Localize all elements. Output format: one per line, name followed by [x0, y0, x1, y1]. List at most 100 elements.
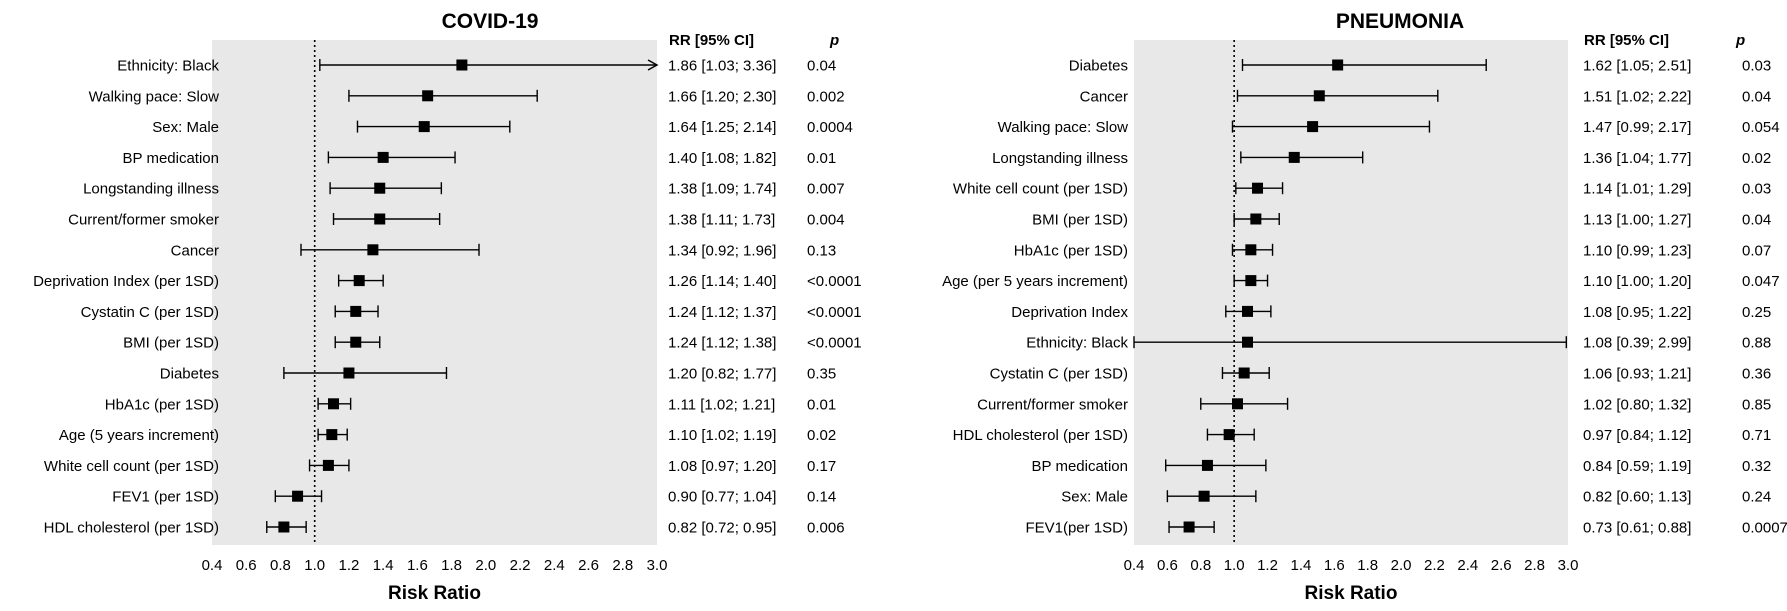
point-estimate-marker	[350, 305, 362, 317]
rr-ci-value: 1.34 [0.92; 1.96]	[668, 242, 776, 259]
point-estimate-marker	[1307, 121, 1319, 133]
point-estimate-marker	[1198, 490, 1210, 502]
rr-ci-value: 1.08 [0.97; 1.20]	[668, 458, 776, 475]
rr-ci-value: 1.10 [1.00; 1.20]	[1583, 273, 1691, 290]
x-tick-label: 2.4	[1457, 557, 1478, 574]
row-label: HDL cholesterol (per 1SD)	[44, 520, 219, 537]
row-label: Age (5 years increment)	[59, 427, 219, 444]
p-value: 0.07	[1742, 242, 1771, 259]
rr-ci-value: 1.14 [1.01; 1.29]	[1583, 181, 1691, 198]
chart-title: COVID-19	[442, 10, 539, 33]
x-axis-label: Risk Ratio	[388, 583, 481, 604]
rr-ci-value: 1.11 [1.02; 1.21]	[668, 396, 775, 413]
x-tick-label: 1.6	[1324, 557, 1345, 574]
x-tick-label: 0.6	[236, 557, 257, 574]
x-tick-label: 3.0	[647, 557, 668, 574]
row-label: Cystatin C (per 1SD)	[990, 366, 1128, 383]
p-value: 0.88	[1742, 335, 1771, 352]
p-value: 0.13	[807, 242, 836, 259]
plot-background	[1134, 40, 1568, 545]
p-value: 0.054	[1742, 119, 1780, 136]
rr-ci-value: 0.82 [0.72; 0.95]	[668, 520, 776, 537]
x-tick-label: 0.8	[270, 557, 291, 574]
row-label: BP medication	[1032, 458, 1128, 475]
p-value: 0.24	[1742, 489, 1771, 506]
p-value: 0.006	[807, 520, 845, 537]
p-value: 0.01	[807, 396, 836, 413]
row-label: Age (per 5 years increment)	[942, 273, 1128, 290]
row-label: BMI (per 1SD)	[123, 335, 219, 352]
rr-ci-value: 1.24 [1.12; 1.37]	[668, 304, 776, 321]
row-label: HbA1c (per 1SD)	[105, 396, 219, 413]
point-estimate-marker	[1231, 398, 1243, 410]
row-label: Ethnicity: Black	[1026, 335, 1128, 352]
row-label: Ethnicity: Black	[117, 58, 219, 75]
x-tick-label: 0.8	[1190, 557, 1211, 574]
row-label: FEV1(per 1SD)	[1025, 520, 1128, 537]
row-label: Diabetes	[160, 366, 219, 383]
row-label: Walking pace: Slow	[998, 119, 1129, 136]
point-estimate-marker	[1183, 521, 1195, 533]
x-tick-label: 3.0	[1558, 557, 1579, 574]
x-tick-label: 1.4	[373, 557, 394, 574]
row-label: Current/former smoker	[68, 212, 219, 229]
rr-ci-value: 1.02 [0.80; 1.32]	[1583, 396, 1691, 413]
x-tick-label: 2.4	[544, 557, 565, 574]
rr-ci-value: 1.13 [1.00; 1.27]	[1583, 212, 1691, 229]
row-label: BP medication	[123, 150, 219, 167]
p-value: 0.02	[1742, 150, 1771, 167]
x-tick-label: 1.8	[441, 557, 462, 574]
rr-ci-value: 1.20 [0.82; 1.77]	[668, 366, 776, 383]
point-estimate-marker	[367, 244, 379, 256]
point-estimate-marker	[1238, 367, 1250, 379]
point-estimate-marker	[322, 459, 334, 471]
x-tick-label: 1.0	[1224, 557, 1245, 574]
rr-ci-value: 1.38 [1.11; 1.73]	[668, 212, 775, 229]
row-label: FEV1 (per 1SD)	[112, 489, 219, 506]
point-estimate-marker	[328, 398, 340, 410]
row-label: White cell count (per 1SD)	[953, 181, 1128, 198]
point-estimate-marker	[1332, 59, 1344, 71]
rr-ci-value: 1.36 [1.04; 1.77]	[1583, 150, 1691, 167]
point-estimate-marker	[374, 213, 386, 225]
x-tick-label: 2.8	[612, 557, 633, 574]
p-value: 0.25	[1742, 304, 1771, 321]
p-value: 0.03	[1742, 181, 1771, 198]
point-estimate-marker	[1245, 275, 1257, 287]
point-estimate-marker	[1245, 244, 1257, 256]
p-value: 0.71	[1742, 427, 1771, 444]
x-tick-label: 0.4	[202, 557, 223, 574]
rr-ci-value: 1.66 [1.20; 2.30]	[668, 88, 776, 105]
p-value-header: p	[829, 32, 839, 49]
rr-ci-value: 0.97 [0.84; 1.12]	[1583, 427, 1691, 444]
rr-ci-value: 1.10 [1.02; 1.19]	[668, 427, 776, 444]
x-tick-label: 1.4	[1290, 557, 1311, 574]
row-label: Walking pace: Slow	[89, 88, 220, 105]
point-estimate-marker	[377, 151, 389, 163]
row-label: HDL cholesterol (per 1SD)	[953, 427, 1128, 444]
point-estimate-marker	[350, 336, 362, 348]
rr-ci-value: 1.62 [1.05; 2.51]	[1583, 58, 1691, 75]
row-label: Deprivation Index	[1011, 304, 1128, 321]
point-estimate-marker	[343, 367, 355, 379]
rr-ci-value: 0.84 [0.59; 1.19]	[1583, 458, 1691, 475]
chart-title: PNEUMONIA	[1336, 10, 1464, 33]
point-estimate-marker	[1242, 336, 1254, 348]
point-estimate-marker	[278, 521, 290, 533]
x-tick-label: 1.2	[1257, 557, 1278, 574]
forest-panel-2: PNEUMONIA RR [95% CI] p Diabetes 1.62 [1.05;…	[942, 10, 1787, 604]
x-tick-label: 2.8	[1524, 557, 1545, 574]
p-value: 0.85	[1742, 396, 1771, 413]
x-tick-label: 2.6	[1491, 557, 1512, 574]
point-estimate-marker	[1252, 182, 1264, 194]
point-estimate-marker	[418, 121, 430, 133]
rr-ci-value: 1.26 [1.14; 1.40]	[668, 273, 776, 290]
row-label: Longstanding illness	[83, 181, 219, 198]
point-estimate-marker	[326, 429, 338, 441]
rr-ci-value: 1.64 [1.25; 2.14]	[668, 119, 776, 136]
point-estimate-marker	[1223, 429, 1235, 441]
rr-ci-value: 0.90 [0.77; 1.04]	[668, 489, 776, 506]
row-label: White cell count (per 1SD)	[44, 458, 219, 475]
